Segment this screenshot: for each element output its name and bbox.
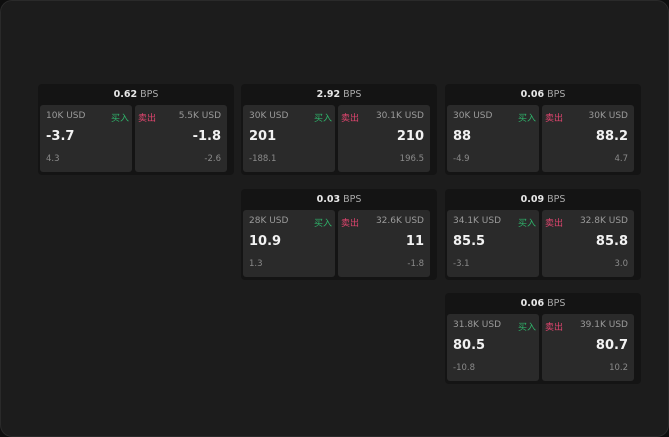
buy-size: 30K USD	[453, 111, 493, 121]
spread-value: 0.62	[113, 89, 138, 100]
buy-price: 10.9	[249, 234, 282, 249]
spread-unit: BPS	[343, 194, 362, 205]
buy-label: 买入	[517, 114, 536, 124]
buy-button[interactable]: 28K USD 买入 10.9 1.3	[243, 210, 335, 277]
spread-header: 0.09 BPS	[445, 189, 641, 210]
spread-value: 0.06	[520, 298, 545, 309]
sell-button[interactable]: 卖出 39.1K USD 80.7 10.2	[542, 314, 634, 381]
buy-button[interactable]: 10K USD 买入 -3.7 4.3	[40, 105, 132, 172]
quote-card: 2.92 BPS 30K USD 买入 201 -188.1 卖出 30.1K U…	[241, 84, 437, 175]
spread-header: 0.06 BPS	[445, 293, 641, 314]
buy-label: 买入	[313, 219, 332, 229]
sell-label: 卖出	[138, 114, 157, 124]
sell-price: 210	[396, 129, 424, 144]
sell-label: 卖出	[545, 219, 564, 229]
sell-size: 39.1K USD	[579, 320, 628, 330]
spread-value: 0.03	[316, 194, 341, 205]
spread-header: 0.62 BPS	[38, 84, 234, 105]
buy-label: 买入	[517, 323, 536, 333]
sell-price: 88.2	[595, 129, 628, 144]
buy-change: 4.3	[46, 154, 60, 164]
spread-unit: BPS	[140, 89, 159, 100]
spread-unit: BPS	[547, 89, 566, 100]
quote-card: 0.62 BPS 10K USD 买入 -3.7 4.3 卖出 5.5K USD …	[38, 84, 234, 175]
sell-size: 30K USD	[588, 111, 628, 121]
sell-button[interactable]: 卖出 32.6K USD 11 -1.8	[338, 210, 430, 277]
buy-change: -4.9	[453, 154, 470, 164]
buy-size: 34.1K USD	[453, 216, 502, 226]
sell-change: 4.7	[614, 154, 628, 164]
sell-label: 卖出	[545, 323, 564, 333]
buy-label: 买入	[313, 114, 332, 124]
buy-button[interactable]: 30K USD 买入 88 -4.9	[447, 105, 539, 172]
sell-change: 10.2	[609, 363, 628, 373]
sell-change: -1.8	[407, 259, 424, 269]
buy-size: 31.8K USD	[453, 320, 502, 330]
sell-size: 30.1K USD	[375, 111, 424, 121]
sell-change: -2.6	[204, 154, 221, 164]
sell-price: 85.8	[595, 234, 628, 249]
sell-price: 11	[405, 234, 424, 249]
spread-unit: BPS	[343, 89, 362, 100]
sell-button[interactable]: 卖出 30K USD 88.2 4.7	[542, 105, 634, 172]
buy-change: -188.1	[249, 154, 277, 164]
quote-card: 0.09 BPS 34.1K USD 买入 85.5 -3.1 卖出 32.8K …	[445, 189, 641, 280]
spread-unit: BPS	[547, 194, 566, 205]
sell-size: 32.8K USD	[579, 216, 628, 226]
buy-price: 88	[453, 129, 472, 144]
buy-label: 买入	[110, 114, 129, 124]
buy-change: 1.3	[249, 259, 263, 269]
sell-price: -1.8	[192, 129, 221, 144]
sell-label: 卖出	[341, 114, 360, 124]
buy-price: 85.5	[453, 234, 486, 249]
buy-button[interactable]: 34.1K USD 买入 85.5 -3.1	[447, 210, 539, 277]
sell-price: 80.7	[595, 338, 628, 353]
buy-size: 30K USD	[249, 111, 289, 121]
buy-button[interactable]: 30K USD 买入 201 -188.1	[243, 105, 335, 172]
sell-button[interactable]: 卖出 32.8K USD 85.8 3.0	[542, 210, 634, 277]
spread-value: 0.09	[520, 194, 545, 205]
buy-label: 买入	[517, 219, 536, 229]
sell-size: 5.5K USD	[178, 111, 221, 121]
quote-card: 0.03 BPS 28K USD 买入 10.9 1.3 卖出 32.6K USD…	[241, 189, 437, 280]
buy-price: 201	[249, 129, 277, 144]
sell-label: 卖出	[545, 114, 564, 124]
buy-price: 80.5	[453, 338, 486, 353]
sell-change: 3.0	[614, 259, 628, 269]
spread-header: 0.06 BPS	[445, 84, 641, 105]
spread-value: 0.06	[520, 89, 545, 100]
buy-price: -3.7	[46, 129, 75, 144]
sell-change: 196.5	[399, 154, 424, 164]
buy-size: 10K USD	[46, 111, 86, 121]
buy-change: -10.8	[453, 363, 475, 373]
buy-change: -3.1	[453, 259, 470, 269]
spread-header: 0.03 BPS	[241, 189, 437, 210]
quote-card: 0.06 BPS 31.8K USD 买入 80.5 -10.8 卖出 39.1K…	[445, 293, 641, 384]
spread-header: 2.92 BPS	[241, 84, 437, 105]
sell-label: 卖出	[341, 219, 360, 229]
sell-size: 32.6K USD	[375, 216, 424, 226]
spread-value: 2.92	[316, 89, 341, 100]
sell-button[interactable]: 卖出 5.5K USD -1.8 -2.6	[135, 105, 227, 172]
quote-card: 0.06 BPS 30K USD 买入 88 -4.9 卖出 30K USD 88…	[445, 84, 641, 175]
buy-button[interactable]: 31.8K USD 买入 80.5 -10.8	[447, 314, 539, 381]
sell-button[interactable]: 卖出 30.1K USD 210 196.5	[338, 105, 430, 172]
buy-size: 28K USD	[249, 216, 289, 226]
spread-unit: BPS	[547, 298, 566, 309]
